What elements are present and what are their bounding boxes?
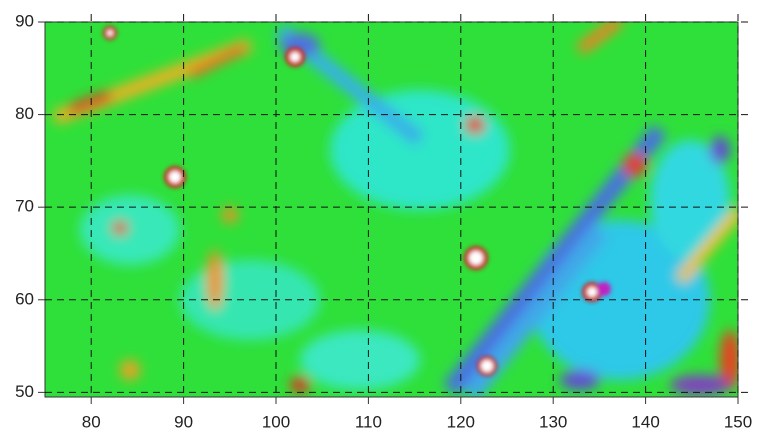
y-tick-label: 50 xyxy=(15,382,34,401)
heatmap-field xyxy=(45,22,738,397)
x-tick-label: 150 xyxy=(724,412,752,431)
y-tick-label: 90 xyxy=(15,11,34,30)
y-tick-label: 80 xyxy=(15,104,34,123)
y-tick-label: 60 xyxy=(15,289,34,308)
x-tick-label: 100 xyxy=(262,412,290,431)
x-tick-label: 90 xyxy=(174,412,193,431)
x-tick-label: 80 xyxy=(82,412,101,431)
y-tick-label: 70 xyxy=(15,197,34,216)
x-tick-label: 130 xyxy=(539,412,567,431)
x-tick-label: 110 xyxy=(355,412,382,431)
x-tick-label: 120 xyxy=(447,412,475,431)
x-tick-label: 140 xyxy=(631,412,659,431)
